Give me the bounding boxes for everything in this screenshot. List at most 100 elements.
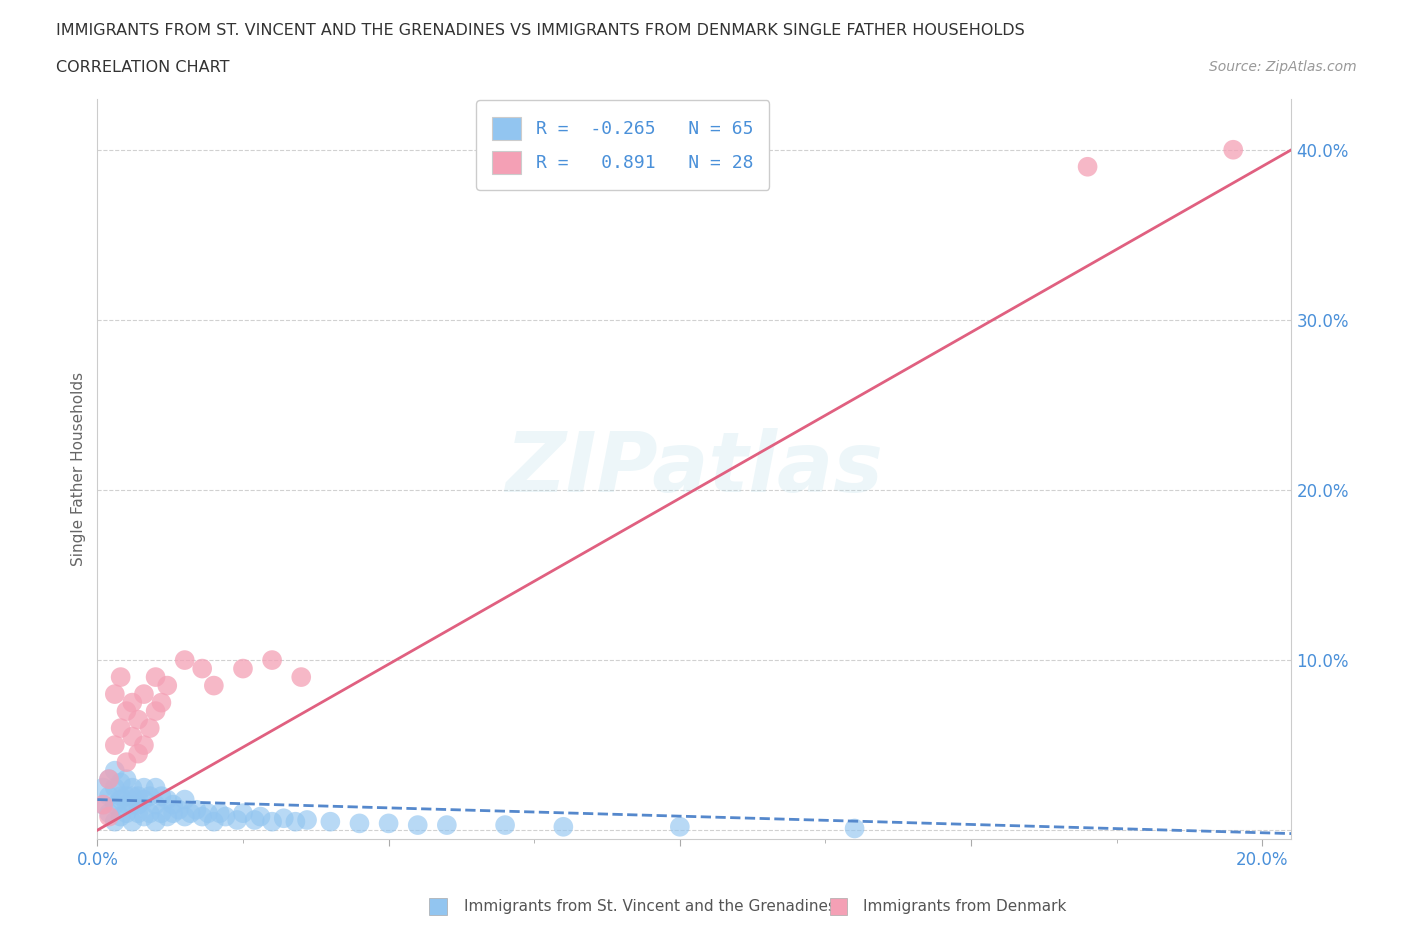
Point (127, 789, 149, 804)
Point (232, 805, 254, 820)
Point (173, 653, 195, 668)
Point (377, 816, 399, 830)
Point (249, 809, 271, 824)
Point (145, 704, 167, 719)
Point (121, 797, 143, 812)
Legend: R =  -0.265   N = 65, R =   0.891   N = 28: R = -0.265 N = 65, R = 0.891 N = 28 (477, 100, 769, 190)
Point (349, 816, 371, 830)
Point (214, 809, 236, 824)
Point (98, 809, 121, 824)
Point (273, 811, 295, 826)
Point (139, 789, 162, 804)
Point (132, 686, 155, 701)
Point (115, 755, 138, 770)
Point (232, 661, 254, 676)
Point (162, 805, 184, 820)
Point (132, 809, 155, 824)
Y-axis label: Single Father Households: Single Father Households (72, 372, 86, 565)
Point (98, 772, 121, 787)
Point (284, 815, 307, 830)
Point (91, 797, 114, 812)
Point (145, 815, 167, 830)
Point (110, 670, 132, 684)
Point (121, 780, 143, 795)
Point (167, 803, 190, 817)
Point (243, 813, 266, 828)
Point (1077, 159, 1099, 174)
Point (132, 792, 155, 807)
Point (844, 821, 866, 836)
Point (121, 789, 143, 804)
Point (197, 805, 219, 820)
Point (162, 797, 184, 812)
Point (295, 813, 318, 828)
Point (104, 780, 127, 795)
Point (98, 772, 121, 787)
Point (121, 815, 143, 830)
Point (98, 789, 121, 804)
Point (156, 678, 179, 693)
Point (186, 803, 208, 817)
Point (290, 670, 312, 684)
Point (150, 805, 173, 820)
Point (262, 815, 284, 830)
Point (150, 695, 173, 710)
Point (110, 721, 132, 736)
Text: IMMIGRANTS FROM ST. VINCENT AND THE GRENADINES VS IMMIGRANTS FROM DENMARK SINGLE: IMMIGRANTS FROM ST. VINCENT AND THE GREN… (56, 23, 1025, 38)
Point (226, 813, 249, 828)
Point (104, 815, 127, 830)
Point (98, 805, 121, 820)
Point (127, 746, 149, 761)
Point (191, 661, 214, 676)
Point (91, 780, 114, 795)
Point (202, 815, 225, 830)
Point (150, 789, 173, 804)
Text: ZIPatlas: ZIPatlas (506, 428, 883, 510)
Point (208, 805, 231, 820)
Point (104, 737, 127, 752)
Point (1222, 142, 1244, 157)
Point (436, 817, 458, 832)
Point (173, 792, 195, 807)
Point (104, 686, 127, 701)
Point (145, 780, 167, 795)
Point (121, 729, 143, 744)
Point (110, 809, 132, 824)
Point (115, 797, 138, 812)
Point (406, 817, 429, 832)
Point (139, 805, 162, 820)
Point (319, 815, 342, 830)
Point (91, 797, 114, 812)
Point (132, 780, 155, 795)
Point (115, 772, 138, 787)
Point (127, 805, 149, 820)
Point (191, 809, 214, 824)
Point (262, 653, 284, 668)
Point (127, 712, 149, 727)
Text: CORRELATION CHART: CORRELATION CHART (56, 60, 229, 75)
Point (115, 704, 138, 719)
Point (145, 670, 167, 684)
Point (156, 809, 179, 824)
Point (104, 764, 127, 778)
Text: Immigrants from St. Vincent and the Grenadines: Immigrants from St. Vincent and the Gren… (464, 899, 837, 914)
Text: Source: ZipAtlas.com: Source: ZipAtlas.com (1209, 60, 1357, 74)
Point (104, 797, 127, 812)
Point (669, 819, 692, 834)
Point (180, 805, 202, 820)
Point (145, 797, 167, 812)
Point (127, 797, 149, 812)
Point (139, 721, 162, 736)
Point (156, 792, 179, 807)
Point (115, 789, 138, 804)
Point (115, 805, 138, 820)
Point (553, 819, 575, 834)
Point (110, 792, 132, 807)
Point (202, 678, 225, 693)
Point (494, 817, 516, 832)
Point (173, 809, 195, 824)
Point (121, 695, 143, 710)
Text: Immigrants from Denmark: Immigrants from Denmark (863, 899, 1067, 914)
Point (110, 775, 132, 790)
Point (132, 737, 155, 752)
